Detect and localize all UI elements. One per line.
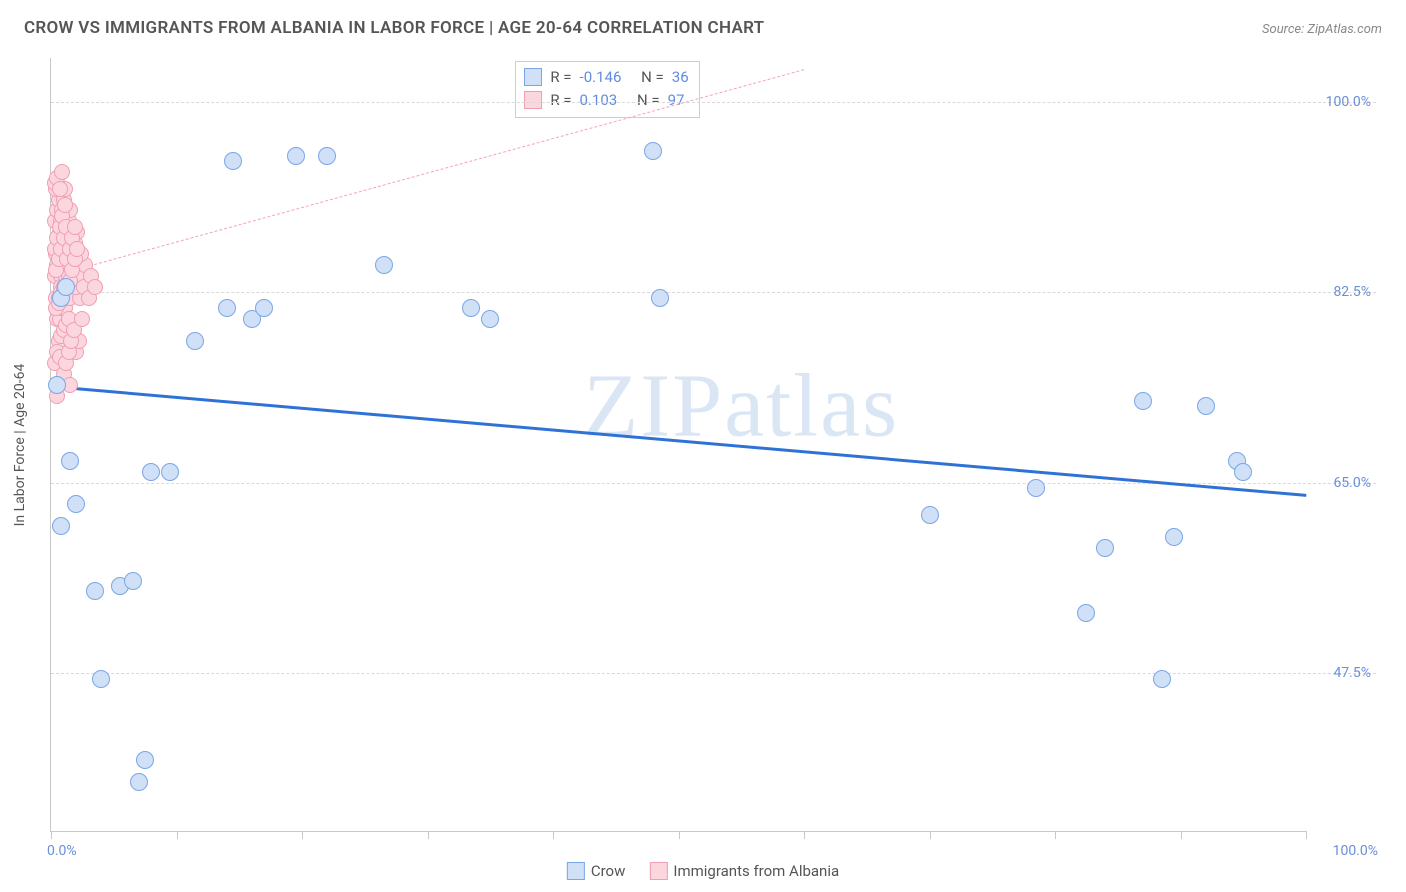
x-tick [804, 831, 805, 839]
data-point-pink [74, 311, 90, 327]
x-tick [679, 831, 680, 839]
r-value-blue: -0.146 [580, 66, 622, 89]
x-tick [177, 831, 178, 839]
trend-line-pink [51, 69, 804, 277]
grid-line [51, 102, 1376, 103]
x-tick [930, 831, 931, 839]
data-point-blue [318, 147, 336, 165]
swatch-pink-icon [524, 91, 542, 109]
watermark: ZIPatlas [583, 354, 899, 457]
data-point-blue [1153, 670, 1171, 688]
data-point-blue [287, 147, 305, 165]
data-point-blue [1077, 604, 1095, 622]
n-label: N = [637, 89, 660, 112]
legend-bottom: Crow Immigrants from Albania [567, 862, 839, 880]
x-tick [1306, 831, 1307, 839]
y-axis-title: In Labor Force | Age 20-64 [12, 364, 28, 527]
data-point-blue [61, 452, 79, 470]
stats-row-blue: R = -0.146 N = 36 [524, 66, 688, 89]
data-point-blue [130, 773, 148, 791]
n-label: N = [641, 66, 664, 89]
legend-item-pink: Immigrants from Albania [649, 862, 839, 880]
legend-label-blue: Crow [591, 862, 626, 880]
legend-label-pink: Immigrants from Albania [673, 862, 839, 880]
grid-line [51, 673, 1376, 674]
x-tick [428, 831, 429, 839]
data-point-pink [57, 197, 73, 213]
n-value-blue: 36 [672, 66, 689, 89]
data-point-blue [651, 289, 669, 307]
data-point-pink [67, 219, 83, 235]
x-min-label: 0.0% [47, 843, 77, 859]
data-point-blue [1165, 528, 1183, 546]
data-point-blue [86, 582, 104, 600]
data-point-blue [462, 299, 480, 317]
x-tick [1181, 831, 1182, 839]
data-point-blue [142, 463, 160, 481]
data-point-blue [375, 256, 393, 274]
data-point-blue [224, 152, 242, 170]
data-point-blue [1134, 392, 1152, 410]
data-point-pink [87, 279, 103, 295]
data-point-blue [161, 463, 179, 481]
x-tick [1055, 831, 1056, 839]
data-point-blue [52, 517, 70, 535]
data-point-blue [481, 310, 499, 328]
data-point-blue [644, 142, 662, 160]
stats-box: R = -0.146 N = 36 R = 0.103 N = 97 [515, 61, 699, 118]
data-point-blue [218, 299, 236, 317]
source-label: Source: ZipAtlas.com [1262, 22, 1382, 37]
plot-area: ZIPatlas R = -0.146 N = 36 R = 0.103 N =… [50, 58, 1306, 832]
r-label: R = [550, 89, 571, 112]
data-point-blue [124, 572, 142, 590]
data-point-blue [921, 506, 939, 524]
y-tick-label: 82.5% [1333, 284, 1371, 300]
data-point-pink [52, 181, 68, 197]
data-point-blue [255, 299, 273, 317]
y-tick-label: 65.0% [1333, 475, 1371, 491]
x-tick [553, 831, 554, 839]
trend-line-blue [51, 385, 1306, 497]
r-label: R = [550, 66, 571, 89]
swatch-blue-icon [567, 862, 585, 880]
data-point-pink [69, 241, 85, 257]
swatch-pink-icon [649, 862, 667, 880]
x-tick [51, 831, 52, 839]
data-point-blue [67, 495, 85, 513]
chart-title: CROW VS IMMIGRANTS FROM ALBANIA IN LABOR… [24, 18, 764, 38]
data-point-blue [1096, 539, 1114, 557]
data-point-blue [186, 332, 204, 350]
data-point-pink [54, 164, 70, 180]
data-point-blue [1027, 479, 1045, 497]
r-value-pink: 0.103 [580, 89, 618, 112]
legend-item-blue: Crow [567, 862, 626, 880]
data-point-blue [48, 376, 66, 394]
y-tick-label: 100.0% [1326, 94, 1371, 110]
n-value-pink: 97 [668, 89, 685, 112]
grid-line [51, 292, 1376, 293]
swatch-blue-icon [524, 68, 542, 86]
data-point-blue [136, 751, 154, 769]
plot-wrap: In Labor Force | Age 20-64 ZIPatlas R = … [50, 58, 1376, 832]
data-point-blue [92, 670, 110, 688]
data-point-blue [1197, 397, 1215, 415]
data-point-blue [57, 278, 75, 296]
x-tick [302, 831, 303, 839]
x-max-label: 100.0% [1333, 843, 1378, 859]
data-point-blue [1234, 463, 1252, 481]
y-tick-label: 47.5% [1333, 665, 1371, 681]
